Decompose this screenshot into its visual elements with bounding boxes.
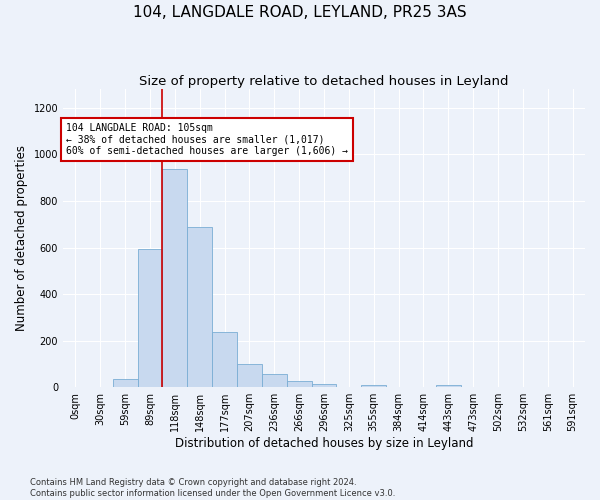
- Bar: [237, 364, 262, 387]
- Bar: [187, 226, 212, 387]
- Bar: [311, 384, 337, 387]
- Bar: [287, 382, 311, 387]
- Bar: [137, 248, 163, 387]
- Title: Size of property relative to detached houses in Leyland: Size of property relative to detached ho…: [139, 75, 509, 88]
- Bar: [212, 332, 237, 387]
- Bar: [163, 170, 187, 387]
- Text: 104, LANGDALE ROAD, LEYLAND, PR25 3AS: 104, LANGDALE ROAD, LEYLAND, PR25 3AS: [133, 5, 467, 20]
- Text: Contains HM Land Registry data © Crown copyright and database right 2024.
Contai: Contains HM Land Registry data © Crown c…: [30, 478, 395, 498]
- Bar: [262, 374, 287, 387]
- Bar: [113, 379, 137, 387]
- Bar: [436, 385, 461, 387]
- Y-axis label: Number of detached properties: Number of detached properties: [15, 145, 28, 331]
- Bar: [361, 385, 386, 387]
- X-axis label: Distribution of detached houses by size in Leyland: Distribution of detached houses by size …: [175, 437, 473, 450]
- Text: 104 LANGDALE ROAD: 105sqm
← 38% of detached houses are smaller (1,017)
60% of se: 104 LANGDALE ROAD: 105sqm ← 38% of detac…: [66, 123, 348, 156]
